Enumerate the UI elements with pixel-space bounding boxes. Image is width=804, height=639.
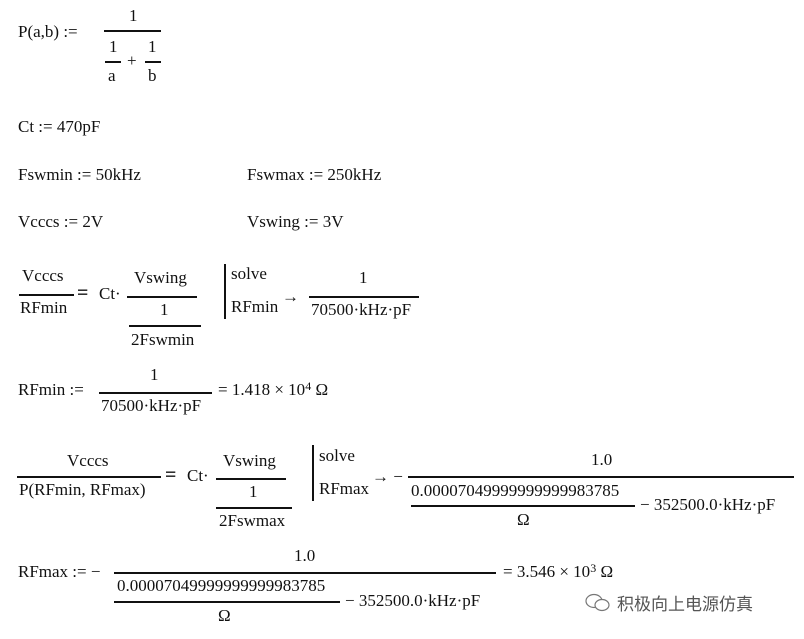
rfmin-num: 1: [150, 365, 159, 384]
vcccs-definition: Vcccs := 2V: [18, 212, 104, 231]
eq2-lhs-den: P(RFmin, RFmax): [19, 480, 146, 499]
eq1-ct: Ct·: [99, 284, 121, 303]
eq1-r-num: Vswing: [134, 268, 187, 287]
eq1-solve-keyword: solve: [231, 264, 267, 283]
fraction-bar: [19, 294, 74, 296]
rfmin-exponent: 4: [305, 379, 312, 393]
def-p-d1: a: [108, 66, 116, 85]
fraction-bar: [145, 61, 161, 63]
arrow-icon: →: [282, 287, 299, 306]
wechat-icon: [585, 593, 611, 613]
rfmax-minus-term: − 352500.0·kHz·pF: [345, 591, 481, 610]
def-p-d2: b: [148, 66, 157, 85]
eq2-inner-den: Ω: [517, 510, 530, 529]
eq1-lhs-den: RFmin: [20, 298, 68, 317]
fraction-bar: [99, 392, 212, 394]
watermark-text: 积极向上电源仿真: [617, 595, 753, 615]
solve-bar: [224, 264, 226, 319]
eq2-minus-term: − 352500.0·kHz·pF: [640, 495, 776, 514]
eq2-r-den-num: 1: [249, 482, 258, 501]
eq1-r-den-num: 1: [160, 300, 169, 319]
fraction-bar: [411, 505, 635, 507]
eq2-ct: Ct·: [187, 466, 209, 485]
rfmax-exponent: 3: [590, 561, 597, 575]
eq1-res-den: 70500·kHz·pF: [311, 300, 412, 319]
rfmax-result-value: = 3.546 × 10: [503, 562, 591, 581]
eq1-solve-var: RFmin: [231, 297, 279, 316]
rfmin-result-value: = 1.418 × 10: [218, 380, 306, 399]
fraction-bar: [216, 507, 292, 509]
fswmin-definition: Fswmin := 50kHz: [18, 165, 141, 184]
rfmax-lhs: RFmax := −: [18, 562, 101, 581]
rfmax-result: = 3.546 × 103 Ω: [503, 561, 614, 582]
ct-definition: Ct := 470pF: [18, 117, 101, 136]
eq2-res-num: 1.0: [591, 450, 613, 469]
fswmax-definition: Fswmax := 250kHz: [247, 165, 382, 184]
rfmin-result: = 1.418 × 104 Ω: [218, 379, 329, 400]
rfmax-inner-num: 0.00007049999999999983785: [117, 576, 326, 595]
fraction-bar: [105, 61, 121, 63]
rfmax-unit: Ω: [600, 562, 614, 581]
eq2-solve-keyword: solve: [319, 446, 355, 465]
fraction-bar: [114, 572, 496, 574]
eq1-r-den-den: 2Fswmin: [131, 330, 195, 349]
eq2-r-num: Vswing: [223, 451, 276, 470]
fraction-bar: [309, 296, 419, 298]
rfmax-num: 1.0: [294, 546, 316, 565]
fraction-bar: [408, 476, 794, 478]
eq2-lhs-num: Vcccs: [67, 451, 109, 470]
eq1-equals: =: [77, 282, 89, 304]
rfmax-inner-den: Ω: [218, 606, 231, 625]
arrow-icon: → −: [372, 467, 403, 486]
fraction-bar: [216, 478, 286, 480]
def-p-plus: +: [127, 51, 137, 70]
def-p-num: 1: [129, 6, 138, 25]
eq1-lhs-num: Vcccs: [22, 266, 64, 285]
solve-bar: [312, 445, 314, 501]
def-p-n1: 1: [109, 37, 118, 56]
rfmin-den: 70500·kHz·pF: [101, 396, 202, 415]
fraction-bar: [104, 30, 161, 32]
eq2-r-den-den: 2Fswmax: [219, 511, 286, 530]
rfmin-unit: Ω: [315, 380, 329, 399]
fraction-bar: [129, 325, 201, 327]
eq2-equals: =: [165, 464, 177, 486]
def-p-lhs: P(a,b) :=: [18, 22, 78, 41]
fraction-bar: [17, 476, 161, 478]
rfmin-lhs: RFmin :=: [18, 380, 84, 399]
watermark: 积极向上电源仿真: [585, 590, 753, 615]
eq2-inner-num: 0.00007049999999999983785: [411, 481, 620, 500]
fraction-bar: [127, 296, 197, 298]
fraction-bar: [114, 601, 340, 603]
def-p-n2: 1: [148, 37, 157, 56]
eq1-res-num: 1: [359, 268, 368, 287]
vswing-definition: Vswing := 3V: [247, 212, 344, 231]
eq2-solve-var: RFmax: [319, 479, 370, 498]
